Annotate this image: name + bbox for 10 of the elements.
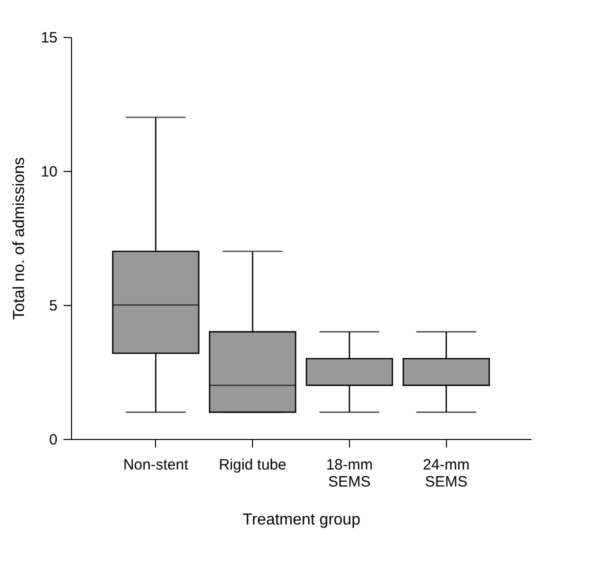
x-tick-label: 18-mm SEMS xyxy=(326,456,373,490)
y-axis-title: Total no. of admissions xyxy=(10,157,28,320)
y-tick-label: 10 xyxy=(40,164,58,180)
y-tick-label: 5 xyxy=(49,298,58,314)
y-tick-label: 15 xyxy=(40,30,58,46)
x-tick-label: Non-stent xyxy=(123,456,190,474)
x-tick-label: 24-mm SEMS xyxy=(422,456,470,490)
x-axis-title: Treatment group xyxy=(242,512,360,528)
x-tick-label: Rigid tube xyxy=(218,456,286,474)
y-tick-label: 0 xyxy=(49,432,58,448)
